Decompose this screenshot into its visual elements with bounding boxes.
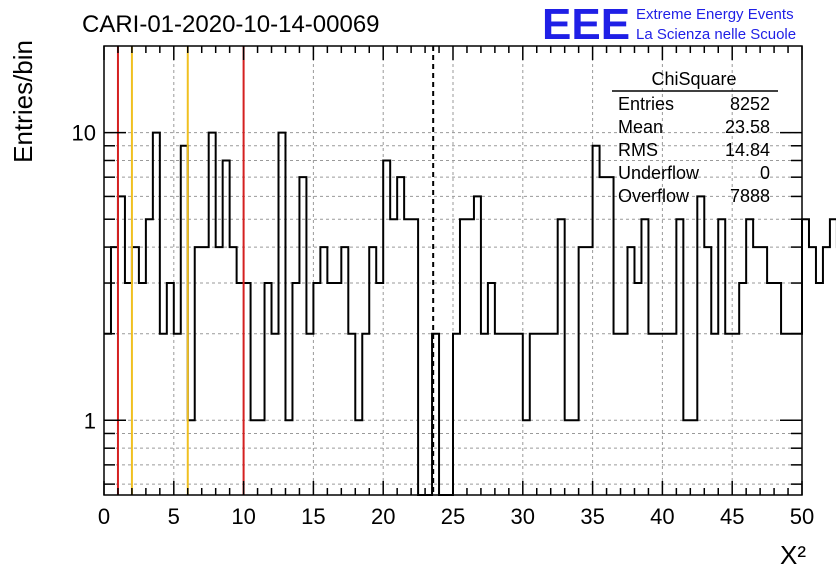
stats-label-overflow: Overflow xyxy=(618,186,690,206)
histogram xyxy=(104,131,836,496)
x-tick-label: 30 xyxy=(511,504,535,529)
eee-logo: EEE Extreme Energy Events La Scienza nel… xyxy=(542,0,796,49)
logo-line2: La Scienza nelle Scuole xyxy=(636,26,796,43)
stats-value-underflow: 0 xyxy=(760,163,770,183)
x-ticks: 0 5 10 15 20 25 30 35 40 45 50 xyxy=(98,46,814,529)
stats-label-rms: RMS xyxy=(618,140,658,160)
x-tick-label: 0 xyxy=(98,504,110,529)
x-tick-label: 15 xyxy=(301,504,325,529)
logo-line1: Extreme Energy Events xyxy=(636,6,794,23)
histogram-line xyxy=(104,131,836,496)
x-tick-label: 35 xyxy=(580,504,604,529)
stats-title: ChiSquare xyxy=(651,69,736,89)
stats-label-mean: Mean xyxy=(618,117,663,137)
x-tick-label: 45 xyxy=(720,504,744,529)
stats-value-entries: 8252 xyxy=(730,94,770,114)
stats-value-mean: 23.58 xyxy=(725,117,770,137)
x-tick-label: 50 xyxy=(790,504,814,529)
x-tick-label: 25 xyxy=(441,504,465,529)
y-axis-title: Entries/bin xyxy=(8,40,38,163)
x-tick-label: 20 xyxy=(371,504,395,529)
x-tick-label: 40 xyxy=(650,504,674,529)
stats-label-underflow: Underflow xyxy=(618,163,700,183)
logo-mark: EEE xyxy=(542,0,630,49)
stats-label-entries: Entries xyxy=(618,94,674,114)
x-tick-label: 10 xyxy=(231,504,255,529)
y-tick-label: 1 xyxy=(84,408,96,433)
stats-value-rms: 14.84 xyxy=(725,140,770,160)
stats-box: ChiSquare Entries 8252 Mean 23.58 RMS 14… xyxy=(612,69,778,206)
y-tick-label: 10 xyxy=(72,121,96,146)
x-tick-label: 5 xyxy=(168,504,180,529)
stats-value-overflow: 7888 xyxy=(730,186,770,206)
chart-title: CARI-01-2020-10-14-00069 xyxy=(82,11,380,38)
y-ticks: 1 10 xyxy=(72,121,802,485)
x-axis-title: X² xyxy=(780,540,806,570)
